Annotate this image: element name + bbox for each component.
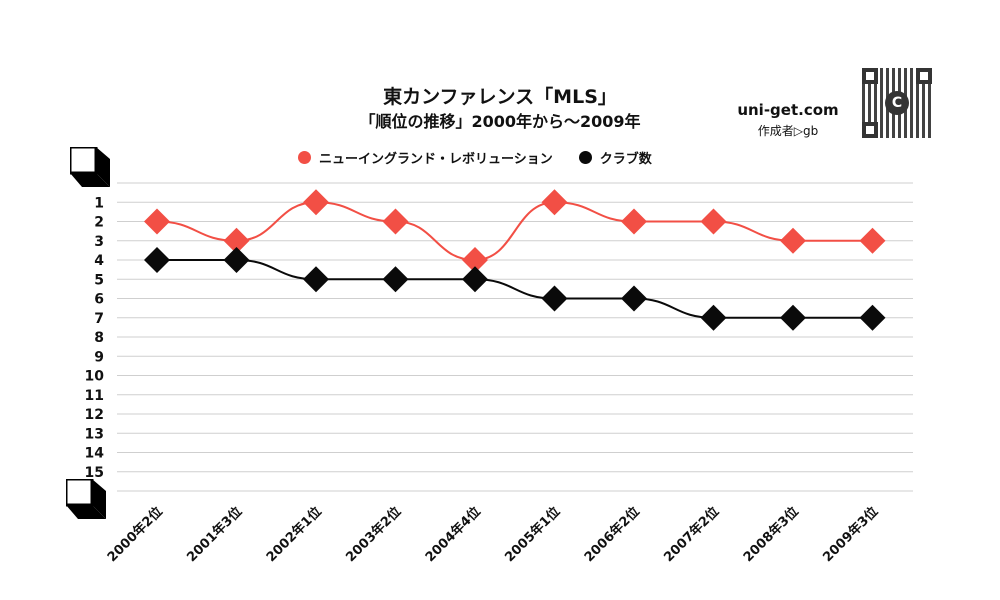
series-point-1 — [382, 266, 409, 293]
series-point-1 — [859, 304, 886, 331]
chart-subtitle: 「順位の推移」2000年から～2009年 — [359, 112, 641, 131]
series-point-0 — [382, 208, 409, 235]
series-point-1 — [223, 247, 250, 273]
y-tick-label: 1 — [94, 195, 104, 211]
y-tick-label: 7 — [94, 311, 104, 327]
series-point-0 — [144, 208, 170, 235]
legend-dot-red — [298, 151, 311, 164]
series-point-0 — [621, 208, 647, 235]
y-tick-label: 12 — [85, 407, 104, 423]
x-tick-label: 2008年3位 — [740, 504, 802, 566]
corner-block-bottom-icon — [66, 479, 106, 519]
series-point-0 — [780, 227, 806, 254]
x-tick-label: 2005年1位 — [502, 504, 564, 566]
y-tick-label: 6 — [94, 292, 104, 308]
chart-legend: ニューイングランド・レボリューション クラブ数 — [298, 148, 678, 167]
y-tick-label: 8 — [94, 330, 104, 346]
corner-block-top-icon — [70, 147, 110, 187]
series-point-0 — [700, 208, 727, 235]
series-point-1 — [780, 304, 806, 331]
x-tick-label: 2009年3位 — [820, 504, 882, 566]
y-tick-label: 4 — [94, 253, 104, 269]
series-line-1 — [157, 258, 873, 319]
x-tick-label: 2006年2位 — [581, 504, 643, 566]
series-point-1 — [303, 266, 329, 293]
legend-item-red: ニューイングランド・レボリューション — [298, 148, 553, 167]
qr-code-icon: C — [862, 68, 932, 138]
author-credit: 作成者▷gb — [757, 124, 819, 138]
series-point-0 — [223, 227, 250, 254]
x-tick-label: 2000年2位 — [104, 504, 166, 566]
site-name: uni-get.com — [737, 101, 839, 119]
series-point-1 — [621, 285, 647, 312]
y-tick-label: 2 — [94, 215, 104, 231]
y-tick-label: 15 — [85, 465, 104, 481]
series-line-0 — [156, 201, 873, 262]
x-tick-label: 2004年4位 — [422, 504, 484, 566]
x-tick-label: 2007年2位 — [661, 504, 723, 566]
series-point-0 — [859, 227, 886, 254]
legend-label-black: クラブ数 — [599, 152, 652, 167]
series-point-1 — [144, 247, 170, 273]
legend-label-red: ニューイングランド・レボリューション — [319, 152, 553, 167]
legend-item-black: クラブ数 — [578, 148, 652, 167]
y-tick-label: 10 — [85, 369, 105, 385]
x-tick-label: 2002年1位 — [263, 504, 325, 566]
y-tick-label: 3 — [94, 234, 104, 250]
series-point-0 — [462, 247, 488, 273]
legend-dot-black — [578, 151, 592, 164]
series-point-0 — [303, 189, 329, 216]
chart-title: 東カンファレンス「MLS」 — [383, 86, 617, 108]
y-tick-label: 11 — [85, 388, 104, 404]
x-tick-label: 2001年3位 — [184, 504, 246, 566]
y-tick-label: 13 — [85, 426, 104, 442]
series-point-0 — [541, 189, 568, 216]
y-tick-label: 5 — [94, 272, 104, 288]
y-tick-label: 14 — [85, 446, 105, 462]
y-tick-label: 9 — [94, 349, 104, 365]
x-tick-label: 2003年2位 — [343, 504, 405, 566]
series-point-1 — [462, 266, 488, 293]
series-point-1 — [700, 304, 727, 331]
series-point-1 — [541, 285, 568, 312]
